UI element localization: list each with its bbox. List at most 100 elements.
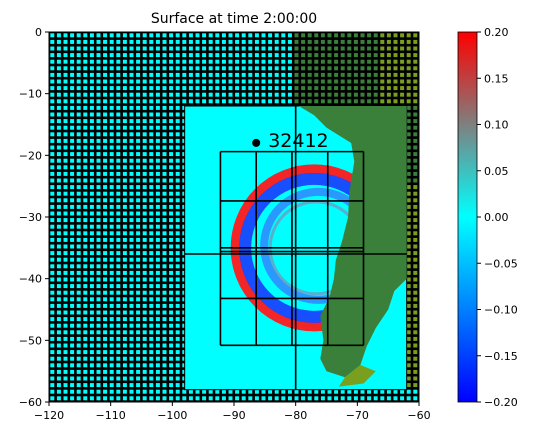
coarse-cell: [155, 145, 160, 150]
coarse-cell: [361, 403, 365, 407]
coarse-cell: [83, 178, 88, 183]
coarse-cell: [406, 297, 411, 302]
coarse-cell: [70, 323, 75, 328]
coarse-cell: [122, 257, 127, 262]
coarse-cell: [162, 119, 167, 124]
coarse-cell: [195, 99, 200, 104]
coarse-cell: [149, 198, 154, 203]
coarse-cell: [248, 33, 253, 38]
coarse-cell: [116, 270, 121, 275]
coarse-cell: [149, 317, 154, 322]
coarse-cell: [413, 251, 418, 256]
coarse-cell: [136, 72, 141, 77]
coarse-cell: [56, 244, 61, 249]
coarse-cell: [155, 138, 160, 143]
coarse-cell: [380, 46, 385, 51]
coarse-cell: [268, 403, 272, 407]
coarse-cell: [130, 403, 134, 407]
coarse-cell: [136, 257, 141, 262]
coarse-cell: [89, 119, 94, 124]
coarse-cell: [294, 72, 299, 77]
coarse-cell: [116, 363, 121, 368]
coarse-cell: [281, 403, 285, 407]
coarse-cell: [373, 46, 378, 51]
coarse-cell: [162, 59, 167, 64]
coarse-cell: [294, 389, 299, 394]
coarse-cell: [136, 336, 141, 341]
coarse-cell: [142, 284, 147, 289]
coarse-cell: [406, 86, 411, 91]
coarse-cell: [70, 79, 75, 84]
coarse-cell: [109, 356, 114, 361]
coarse-cell: [116, 251, 121, 256]
coarse-cell: [406, 99, 411, 104]
coarse-cell: [202, 79, 207, 84]
coarse-cell: [294, 396, 299, 401]
coarse-cell: [50, 277, 55, 282]
coarse-cell: [116, 185, 121, 190]
coarse-cell: [182, 39, 187, 44]
coarse-cell: [169, 165, 174, 170]
coarse-cell: [413, 125, 418, 130]
coarse-cell: [353, 46, 358, 51]
coarse-cell: [294, 66, 299, 71]
coarse-cell: [268, 396, 273, 401]
coarse-cell: [109, 297, 114, 302]
coarse-cell: [155, 224, 160, 229]
coarse-cell: [327, 53, 332, 58]
coarse-cell: [268, 72, 273, 77]
coarse-cell: [373, 99, 378, 104]
coarse-cell: [301, 46, 306, 51]
coarse-cell: [413, 99, 418, 104]
coarse-cell: [116, 284, 121, 289]
coarse-cell: [169, 290, 174, 295]
coarse-cell: [76, 132, 81, 137]
coarse-cell: [83, 33, 88, 38]
coarse-cell: [50, 350, 55, 355]
coarse-cell: [268, 33, 273, 38]
coarse-cell: [83, 264, 88, 269]
coarse-cell: [406, 198, 411, 203]
coarse-cell: [327, 66, 332, 71]
coarse-cell: [175, 369, 180, 374]
coarse-cell: [129, 231, 134, 236]
coarse-cell: [116, 165, 121, 170]
coarse-cell: [116, 310, 121, 315]
coarse-cell: [129, 178, 134, 183]
coarse-cell: [380, 59, 385, 64]
coarse-cell: [122, 277, 127, 282]
coarse-cell: [96, 244, 101, 249]
coarse-cell: [89, 72, 94, 77]
coarse-cell: [50, 33, 55, 38]
coarse-cell: [155, 284, 160, 289]
coarse-cell: [261, 79, 266, 84]
coarse-cell: [136, 211, 141, 216]
coarse-cell: [169, 138, 174, 143]
coarse-cell: [182, 59, 187, 64]
x-tick-label: −120: [34, 409, 64, 422]
coarse-cell: [235, 389, 240, 394]
coarse-cell: [122, 237, 127, 242]
coarse-cell: [380, 79, 385, 84]
coarse-cell: [320, 66, 325, 71]
coarse-cell: [274, 39, 279, 44]
coarse-cell: [122, 369, 127, 374]
coarse-cell: [103, 138, 108, 143]
coarse-cell: [169, 251, 174, 256]
coarse-cell: [221, 389, 226, 394]
colorbar-tick-label: 0.20: [484, 26, 509, 39]
coarse-cell: [129, 191, 134, 196]
coarse-cell: [89, 257, 94, 262]
coarse-cell: [109, 171, 114, 176]
coarse-cell: [155, 303, 160, 308]
coarse-cell: [50, 297, 55, 302]
coarse-cell: [129, 396, 134, 401]
coarse-cell: [281, 99, 286, 104]
coarse-cell: [56, 389, 61, 394]
coarse-cell: [400, 53, 405, 58]
coarse-cell: [70, 66, 75, 71]
coarse-cell: [50, 125, 55, 130]
coarse-cell: [122, 125, 127, 130]
coarse-cell: [109, 323, 114, 328]
coarse-cell: [386, 99, 391, 104]
